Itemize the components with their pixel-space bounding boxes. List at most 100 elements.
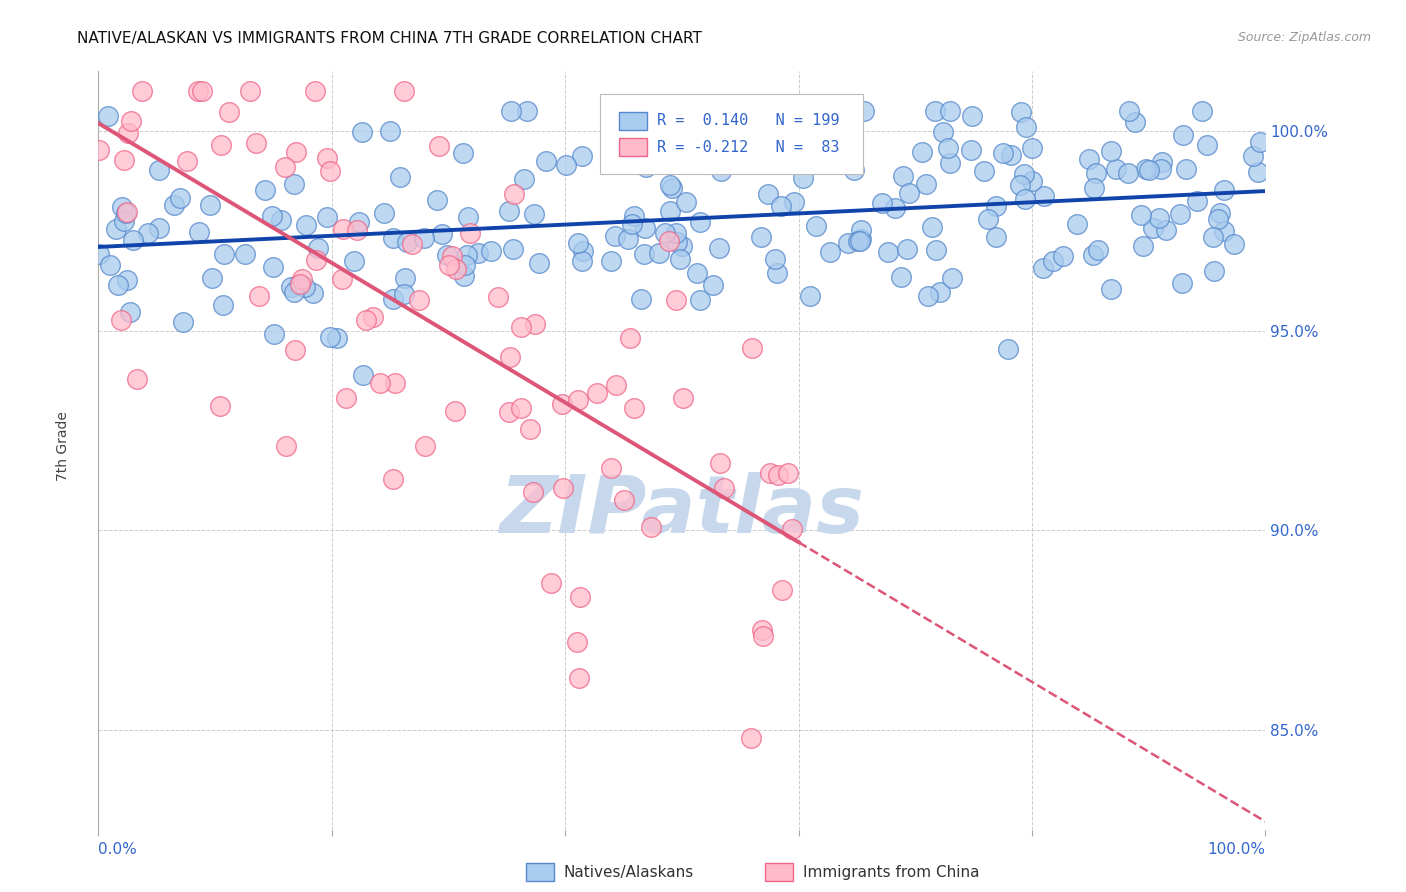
Point bbox=[665, 227, 688, 241]
Point bbox=[1137, 163, 1160, 178]
Point bbox=[444, 404, 467, 418]
Point bbox=[571, 149, 593, 163]
Point bbox=[107, 278, 129, 293]
Point bbox=[389, 169, 412, 184]
Point bbox=[1213, 224, 1236, 238]
Point bbox=[262, 260, 284, 274]
Point bbox=[395, 235, 418, 250]
Point bbox=[200, 198, 222, 212]
Point bbox=[1066, 217, 1088, 231]
Point bbox=[162, 198, 184, 212]
Point bbox=[669, 252, 692, 267]
Point bbox=[1105, 161, 1128, 176]
Point bbox=[1087, 243, 1109, 257]
Point bbox=[280, 280, 302, 294]
Point bbox=[770, 199, 793, 213]
Point bbox=[270, 212, 292, 227]
Point bbox=[111, 200, 134, 214]
Point bbox=[713, 481, 735, 495]
Point bbox=[413, 439, 436, 453]
Point bbox=[749, 230, 772, 244]
Point bbox=[169, 191, 191, 205]
Point bbox=[749, 145, 772, 160]
Point bbox=[984, 230, 1007, 244]
Point bbox=[287, 277, 309, 292]
Point bbox=[384, 376, 406, 390]
Point bbox=[524, 318, 547, 332]
Point bbox=[1084, 166, 1107, 180]
Point bbox=[378, 124, 401, 138]
Point bbox=[291, 272, 314, 286]
Point bbox=[928, 285, 950, 299]
Point bbox=[499, 350, 522, 364]
Point bbox=[770, 582, 793, 597]
Point bbox=[172, 314, 194, 328]
Point bbox=[510, 401, 533, 416]
FancyBboxPatch shape bbox=[600, 95, 863, 174]
Point bbox=[924, 104, 946, 119]
Point bbox=[1132, 239, 1154, 253]
Point bbox=[960, 143, 983, 157]
Point bbox=[263, 326, 285, 341]
Point bbox=[326, 331, 349, 345]
Point bbox=[572, 244, 595, 258]
Point bbox=[1032, 189, 1054, 203]
Text: Source: ZipAtlas.com: Source: ZipAtlas.com bbox=[1237, 31, 1371, 45]
Point bbox=[392, 84, 415, 98]
Point bbox=[1147, 211, 1170, 226]
Point bbox=[209, 399, 232, 413]
Point bbox=[1170, 276, 1192, 290]
Point bbox=[1042, 254, 1064, 268]
Point bbox=[605, 378, 627, 392]
Point bbox=[1014, 192, 1036, 206]
Point bbox=[302, 286, 325, 301]
Point bbox=[702, 278, 724, 293]
Point bbox=[675, 194, 697, 209]
Point bbox=[837, 236, 859, 251]
Point bbox=[630, 292, 652, 306]
Point bbox=[603, 229, 626, 244]
Point bbox=[1168, 207, 1191, 221]
Point bbox=[335, 391, 357, 405]
Point bbox=[503, 186, 526, 201]
Point bbox=[315, 151, 337, 165]
Point bbox=[991, 146, 1014, 161]
Point bbox=[671, 239, 693, 253]
Point bbox=[740, 731, 762, 745]
Point bbox=[613, 493, 636, 508]
Point bbox=[783, 195, 806, 210]
Text: ZIPatlas: ZIPatlas bbox=[499, 472, 865, 550]
Point bbox=[599, 461, 621, 475]
Point bbox=[567, 392, 589, 407]
Point bbox=[148, 163, 170, 178]
Point bbox=[1223, 236, 1246, 251]
Point bbox=[936, 141, 959, 155]
Point bbox=[689, 215, 711, 229]
Point bbox=[319, 329, 342, 343]
Point bbox=[201, 270, 224, 285]
Point bbox=[654, 226, 676, 240]
Point bbox=[122, 233, 145, 247]
Point bbox=[527, 255, 550, 269]
Point bbox=[1008, 178, 1031, 192]
Point bbox=[283, 177, 305, 191]
Point bbox=[519, 422, 541, 436]
Point bbox=[567, 635, 589, 649]
Point bbox=[1156, 223, 1178, 237]
Point bbox=[437, 258, 460, 272]
Point bbox=[939, 156, 962, 170]
Point bbox=[877, 245, 900, 260]
Point bbox=[741, 341, 763, 355]
Point bbox=[1099, 282, 1122, 296]
Point bbox=[294, 279, 316, 293]
Point bbox=[523, 207, 546, 221]
Point bbox=[806, 219, 828, 233]
Point bbox=[498, 204, 520, 219]
Text: R =  0.140   N = 199: R = 0.140 N = 199 bbox=[658, 113, 839, 128]
Point bbox=[911, 145, 934, 160]
Point bbox=[709, 456, 731, 470]
Point bbox=[585, 386, 607, 401]
Point bbox=[849, 232, 872, 246]
Point bbox=[516, 104, 538, 119]
Point bbox=[1118, 166, 1140, 180]
